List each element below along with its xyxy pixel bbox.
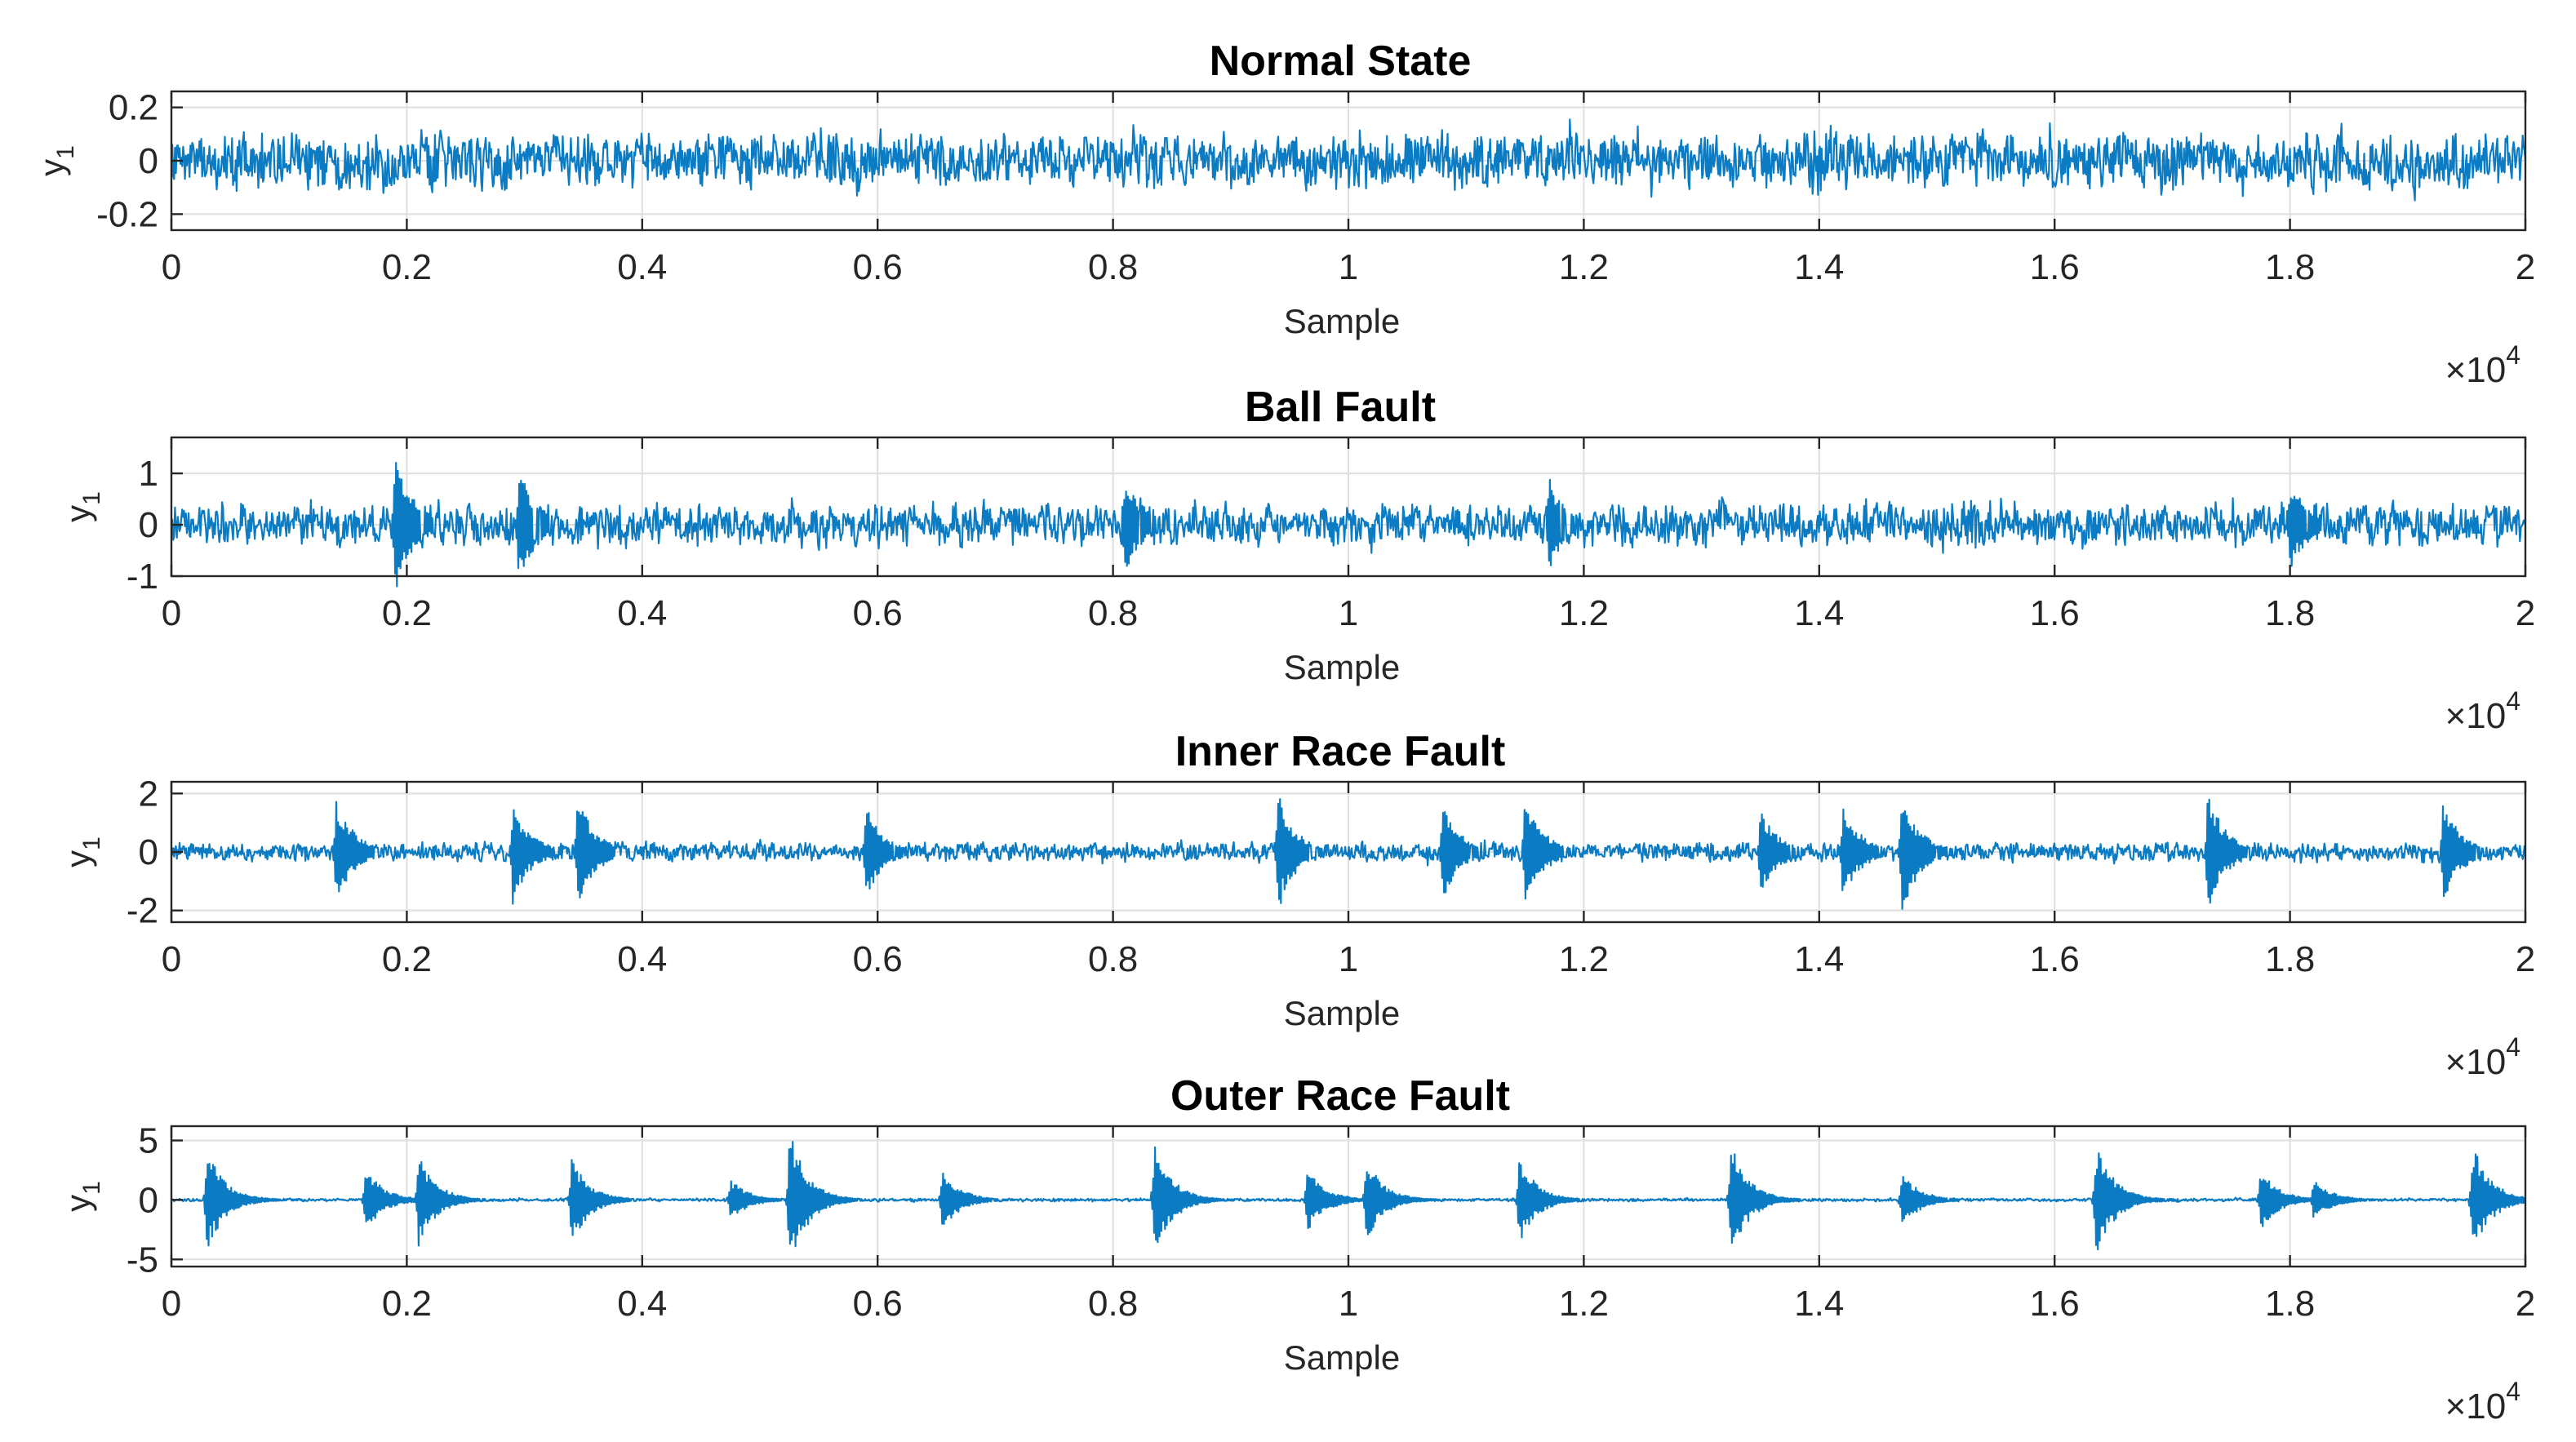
x-axis-label: Sample bbox=[1284, 1338, 1400, 1377]
x-axis-label: Sample bbox=[1284, 994, 1400, 1032]
y-tick-label: -2 bbox=[127, 891, 158, 931]
x-tick-label: 0.4 bbox=[617, 593, 667, 633]
x-tick-label: 1.6 bbox=[2030, 939, 2080, 979]
subplot-title: Normal State bbox=[1210, 38, 1472, 85]
y-axis-label: y1 bbox=[33, 145, 79, 176]
y-tick-label: 1 bbox=[139, 454, 158, 494]
y-axis-label: y1 bbox=[59, 836, 105, 867]
x-tick-label: 0.8 bbox=[1088, 247, 1138, 287]
y-tick-label: 0.2 bbox=[109, 88, 158, 128]
x-axis-label: Sample bbox=[1284, 302, 1400, 340]
series-line-y1 bbox=[170, 461, 2527, 588]
y-axis-label: y1 bbox=[59, 1181, 105, 1212]
x-tick-label: 0.6 bbox=[853, 939, 903, 979]
y-tick-label: -5 bbox=[127, 1240, 158, 1280]
y-tick-label: 0 bbox=[139, 141, 158, 181]
x-tick-label: 2 bbox=[2516, 939, 2535, 979]
x-tick-label: 1 bbox=[1339, 939, 1358, 979]
x-tick-label: 0.2 bbox=[382, 1284, 432, 1324]
x-tick-label: 0.8 bbox=[1088, 593, 1138, 633]
y-tick-label: -0.2 bbox=[96, 194, 158, 234]
series-line-y1 bbox=[170, 118, 2527, 202]
x-tick-label: 2 bbox=[2516, 247, 2535, 287]
y-tick-label: 0 bbox=[139, 1180, 158, 1220]
x-tick-label: 1.8 bbox=[2265, 247, 2315, 287]
x-tick-label: 0.2 bbox=[382, 593, 432, 633]
x-tick-label: 0.6 bbox=[853, 593, 903, 633]
x-axis-label: Sample bbox=[1284, 648, 1400, 686]
x-tick-label: 1.8 bbox=[2265, 593, 2315, 633]
x-tick-label: 0.2 bbox=[382, 247, 432, 287]
x-tick-label: 0.4 bbox=[617, 247, 667, 287]
series-line-y1 bbox=[170, 798, 2527, 910]
x-tick-label: 0.4 bbox=[617, 939, 667, 979]
x-tick-label: 1 bbox=[1339, 1284, 1358, 1324]
x-tick-label: 1 bbox=[1339, 247, 1358, 287]
x-tick-label: 1.6 bbox=[2030, 593, 2080, 633]
x-tick-label: 0.6 bbox=[853, 1284, 903, 1324]
y-tick-label: 0 bbox=[139, 505, 158, 545]
x-tick-label: 1.8 bbox=[2265, 1284, 2315, 1324]
y-tick-label: 2 bbox=[139, 774, 158, 814]
x-multiplier: ×104 bbox=[2445, 340, 2520, 390]
subplot-title: Outer Race Fault bbox=[1170, 1072, 1510, 1120]
x-tick-label: 1.8 bbox=[2265, 939, 2315, 979]
subplots: 0 0.2 0.4 0.6 0.8 1 1.2 1.4 1.6 1.8 2-0.200.2Norma… bbox=[33, 38, 2535, 1426]
subplot-title: Inner Race Fault bbox=[1175, 728, 1506, 775]
y-tick-label: 0 bbox=[139, 832, 158, 872]
x-tick-label: 0 bbox=[162, 247, 181, 287]
x-tick-label: 0.8 bbox=[1088, 1284, 1138, 1324]
subplot-1: 0 0.2 0.4 0.6 0.8 1 1.2 1.4 1.6 1.8 2-0.200.2Norma… bbox=[33, 38, 2535, 390]
x-tick-label: 0.8 bbox=[1088, 939, 1138, 979]
x-multiplier: ×104 bbox=[2445, 1032, 2520, 1082]
y-tick-label: 5 bbox=[139, 1120, 158, 1160]
x-tick-label: 1.6 bbox=[2030, 247, 2080, 287]
x-multiplier: ×104 bbox=[2445, 1377, 2520, 1426]
x-tick-label: 1.4 bbox=[1794, 1284, 1844, 1324]
x-tick-label: 1.2 bbox=[1559, 1284, 1609, 1324]
x-tick-label: 1.4 bbox=[1794, 593, 1844, 633]
x-tick-label: 1.4 bbox=[1794, 247, 1844, 287]
x-tick-label: 0.2 bbox=[382, 939, 432, 979]
subplot-title: Ball Fault bbox=[1245, 384, 1436, 431]
x-tick-label: 1.6 bbox=[2030, 1284, 2080, 1324]
x-tick-label: 1 bbox=[1339, 593, 1358, 633]
x-tick-label: 0.6 bbox=[853, 247, 903, 287]
x-tick-label: 1.2 bbox=[1559, 247, 1609, 287]
x-tick-label: 1.2 bbox=[1559, 939, 1609, 979]
x-tick-label: 0 bbox=[162, 593, 181, 633]
y-tick-label: -1 bbox=[127, 557, 158, 597]
x-tick-label: 0 bbox=[162, 939, 181, 979]
y-axis-label: y1 bbox=[59, 491, 105, 522]
series-line-y1 bbox=[171, 1140, 2527, 1251]
x-multiplier: ×104 bbox=[2445, 686, 2520, 736]
x-tick-label: 0.4 bbox=[617, 1284, 667, 1324]
x-tick-label: 2 bbox=[2516, 593, 2535, 633]
x-tick-label: 2 bbox=[2516, 1284, 2535, 1324]
x-tick-label: 1.4 bbox=[1794, 939, 1844, 979]
x-tick-label: 0 bbox=[162, 1284, 181, 1324]
x-tick-label: 1.2 bbox=[1559, 593, 1609, 633]
